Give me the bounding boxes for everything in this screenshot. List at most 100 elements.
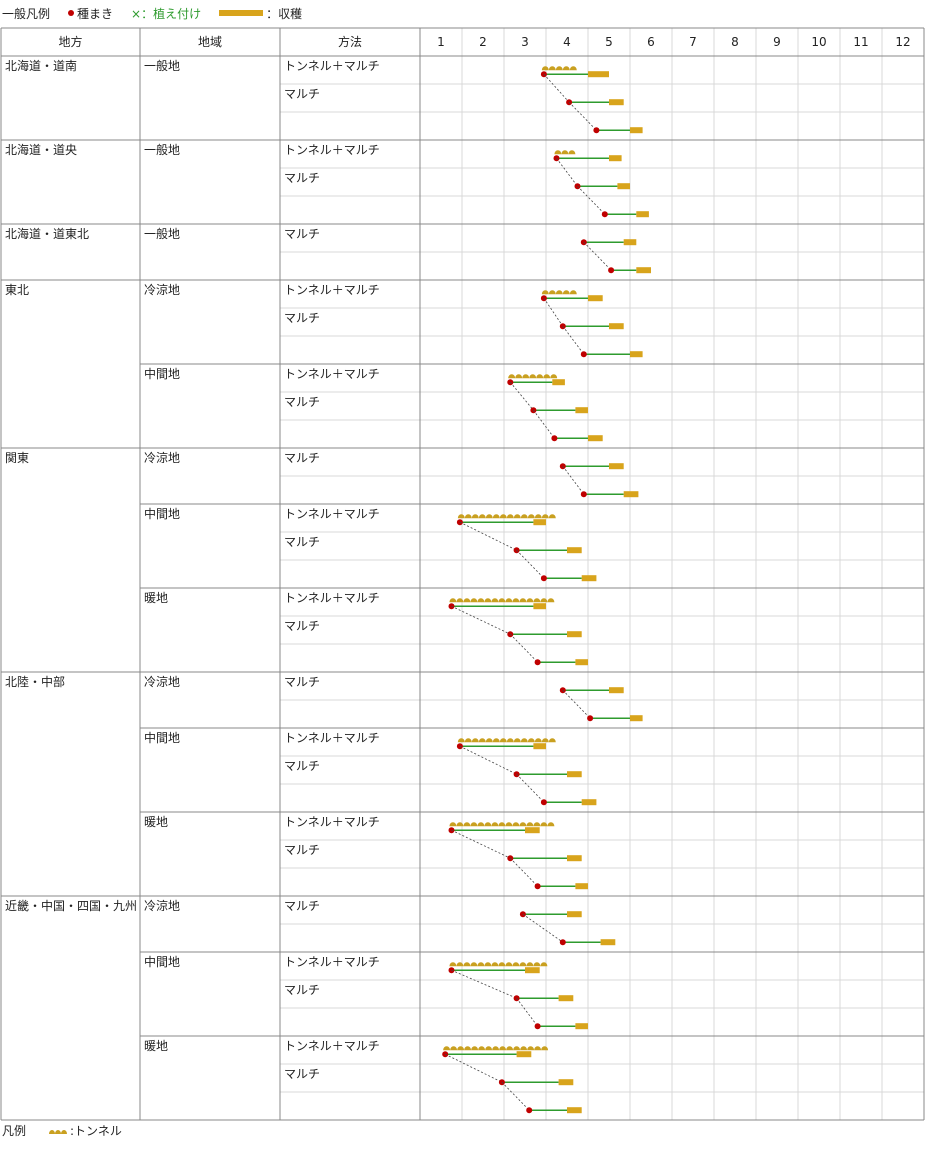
method-label: トンネル＋マルチ [284,507,380,521]
legend-planting-label: ×：植え付け [131,6,202,21]
harvest-bar [567,771,582,778]
month-label: 6 [647,35,655,49]
method-label: トンネル＋マルチ [284,143,380,157]
method-label: トンネル＋マルチ [284,955,380,969]
sowing-connector [577,185,606,215]
harvest-bar-icon [219,10,264,16]
sowing-connector [459,745,517,775]
harvest-bar [636,267,651,274]
month-label: 12 [895,35,910,49]
sowing-connector [516,549,545,579]
area-label: 冷涼地 [144,450,180,465]
month-label: 5 [605,35,613,49]
harvest-bar [533,743,546,750]
sowing-connector [451,969,517,999]
region-label: 北海道・道南 [5,58,77,73]
harvest-bar [609,687,624,694]
harvest-bar [525,967,540,974]
area-label: 一般地 [144,58,180,73]
month-label: 9 [773,35,781,49]
method-label: マルチ [284,535,320,549]
harvest-bar [600,939,616,946]
tunnel-icon [49,1130,68,1134]
legend-sowing-label: 種まき [77,6,114,21]
sowing-point [608,267,615,274]
region-label: 関東 [5,451,29,465]
harvest-bar [581,575,597,582]
month-label: 4 [563,35,571,49]
month-label: 2 [479,35,487,49]
sowing-point [540,799,547,806]
tunnel-bar [457,514,556,519]
harvest-bar [516,1051,532,1058]
sowing-connector [451,829,511,859]
sowing-dot-icon [68,10,75,16]
harvest-bar [636,211,649,218]
method-label: トンネル＋マルチ [284,367,380,381]
method-label: マルチ [284,843,320,857]
region-label: 東北 [5,283,29,297]
legend-bottom: 凡例 :トンネル [2,1122,122,1138]
header-method: 方法 [338,34,362,49]
method-label: マルチ [284,899,320,913]
sowing-connector [501,1081,530,1111]
month-label: 3 [521,35,529,49]
tunnel-bar [449,598,555,603]
legend-title: 一般凡例 [2,6,51,21]
month-label: 8 [731,35,739,49]
method-label: マルチ [284,311,320,325]
sowing-connector [459,521,517,551]
sowing-connector [543,297,564,327]
tunnel-bar [508,374,558,379]
sowing-point [534,1023,541,1030]
tunnel-bar [541,66,577,71]
harvest-bar [575,883,588,890]
region-label: 北陸・中部 [5,674,65,689]
sowing-connector [516,997,538,1027]
harvest-bar [609,323,624,330]
sowing-point [587,715,594,722]
harvest-bar [623,491,639,498]
harvest-bar [623,239,637,246]
month-label: 10 [811,35,826,49]
harvest-bar [609,99,624,106]
sowing-point [534,659,541,666]
harvest-bar [567,911,582,918]
method-label: マルチ [284,227,320,241]
sowing-point [559,939,566,946]
harvest-bar [575,659,588,666]
harvest-bar [588,71,609,78]
tunnel-bar [457,738,556,743]
sowing-point [534,883,541,890]
sowing-point [540,575,547,582]
harvest-bar [617,183,630,190]
harvest-bar [533,603,546,610]
method-label: マルチ [284,675,320,689]
legend-harvest-label: ：収穫 [266,6,303,21]
sowing-connector [583,241,612,271]
area-label: 冷涼地 [144,898,180,913]
sowing-connector [533,409,555,439]
tunnel-bar [554,150,576,155]
harvest-bar [525,827,540,834]
method-label: マルチ [284,171,320,185]
sowing-point [551,435,558,442]
sowing-point [593,127,600,134]
sowing-connector [510,857,538,887]
tunnel-bar [541,290,577,295]
harvest-bar [567,855,582,862]
harvest-bar [567,547,582,554]
harvest-bar [575,407,588,414]
harvest-bar [558,1079,574,1086]
method-label: マルチ [284,983,320,997]
area-label: 中間地 [144,366,180,381]
method-label: トンネル＋マルチ [284,283,380,297]
sowing-connector [562,689,591,719]
method-label: マルチ [284,1067,320,1081]
harvest-bar [533,519,546,526]
tunnel-bar [449,822,555,827]
month-label: 11 [853,35,868,49]
tunnel-bar [443,1046,549,1051]
legend-tunnel-label: :トンネル [70,1123,122,1138]
